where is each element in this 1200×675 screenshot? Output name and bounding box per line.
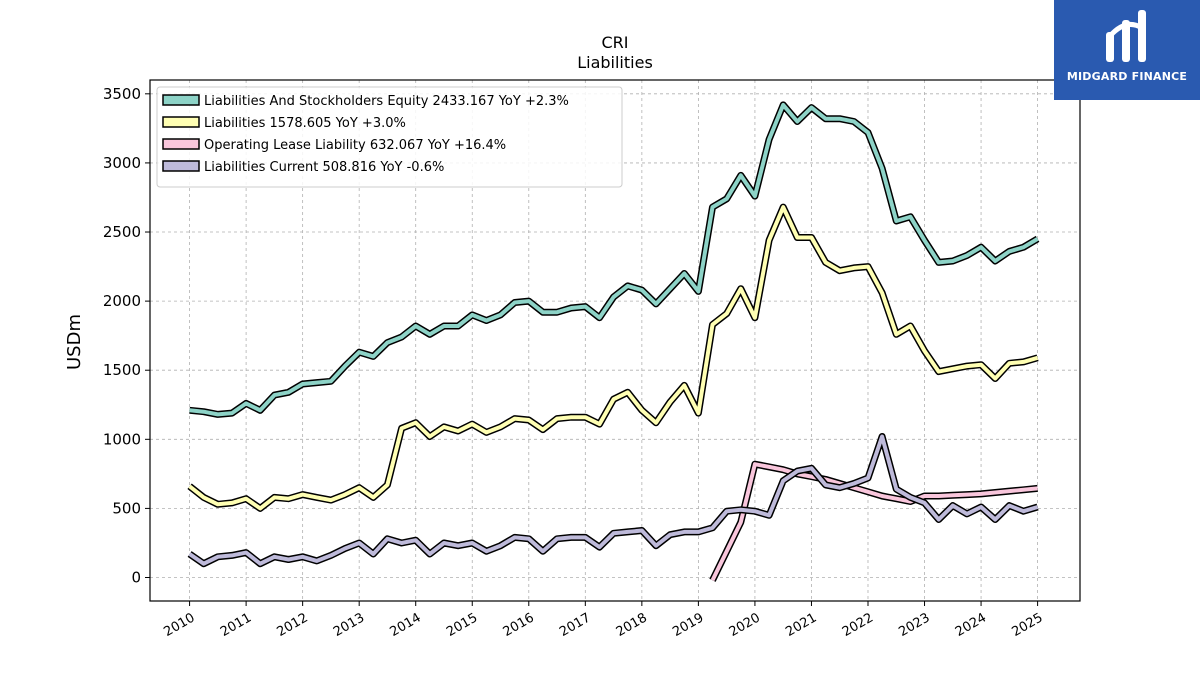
y-tick-label: 3500	[103, 85, 141, 103]
legend-label: Liabilities Current 508.816 YoY -0.6%	[204, 160, 444, 175]
y-tick-label: 2000	[103, 292, 141, 310]
logo-text: MIDGARD FINANCE	[1066, 70, 1188, 83]
plot-frame	[149, 79, 1081, 602]
legend: Liabilities And Stockholders Equity 2433…	[156, 86, 623, 188]
x-tick-label: 2018	[614, 610, 650, 640]
legend-swatch	[162, 116, 200, 128]
legend-label: Operating Lease Liability 632.067 YoY +1…	[204, 138, 506, 153]
legend-swatch	[162, 138, 200, 150]
series-line-stroke	[188, 205, 1039, 511]
legend-box	[156, 86, 623, 188]
x-tick-label: 2014	[388, 610, 424, 640]
series-line	[189, 101, 1040, 418]
series-line	[709, 460, 1038, 582]
x-tick-label: 2019	[670, 610, 706, 640]
series-line-stroke	[189, 102, 1039, 417]
x-tick-label: 2022	[840, 610, 876, 640]
legend-swatch	[162, 94, 200, 106]
chart-subtitle: Liabilities	[577, 53, 653, 72]
legend-label: Liabilities 1578.605 YoY +3.0%	[204, 116, 406, 131]
y-tick-label: 0	[131, 569, 141, 587]
series-line-outline	[187, 203, 1039, 512]
y-tick-label: 3000	[103, 154, 141, 172]
plot-area	[187, 101, 1040, 582]
y-tick-label: 1000	[103, 430, 141, 448]
x-tick-label: 2020	[727, 610, 763, 640]
x-tick-label: 2015	[444, 610, 480, 640]
x-tick-label: 2023	[896, 610, 932, 640]
legend-swatch	[162, 160, 200, 172]
x-tick-label: 2024	[953, 610, 989, 640]
series-line-stroke	[710, 462, 1038, 582]
x-tick-label: 2010	[161, 610, 197, 640]
logo-mark-icon	[1106, 10, 1146, 62]
y-tick-label: 500	[112, 499, 141, 517]
series-line	[187, 433, 1039, 568]
x-tick-label: 2016	[501, 610, 537, 640]
x-tick-label: 2013	[331, 610, 367, 640]
series-line-stroke	[188, 434, 1039, 566]
legend-label: Liabilities And Stockholders Equity 2433…	[204, 94, 569, 109]
x-tick-label: 2012	[274, 610, 310, 640]
x-tick-label: 2025	[1009, 610, 1045, 640]
y-axis-label: USDm	[64, 314, 85, 370]
series-line	[187, 203, 1039, 512]
x-tick-label: 2017	[557, 610, 593, 640]
midgard-finance-logo: MIDGARD FINANCE	[1054, 0, 1200, 100]
y-tick-label: 1500	[103, 361, 141, 379]
series-line-outline	[709, 460, 1038, 582]
x-tick-label: 2021	[783, 610, 819, 640]
x-tick-label: 2011	[218, 610, 254, 640]
y-tick-label: 2500	[103, 223, 141, 241]
chart-title: CRI	[601, 33, 628, 52]
